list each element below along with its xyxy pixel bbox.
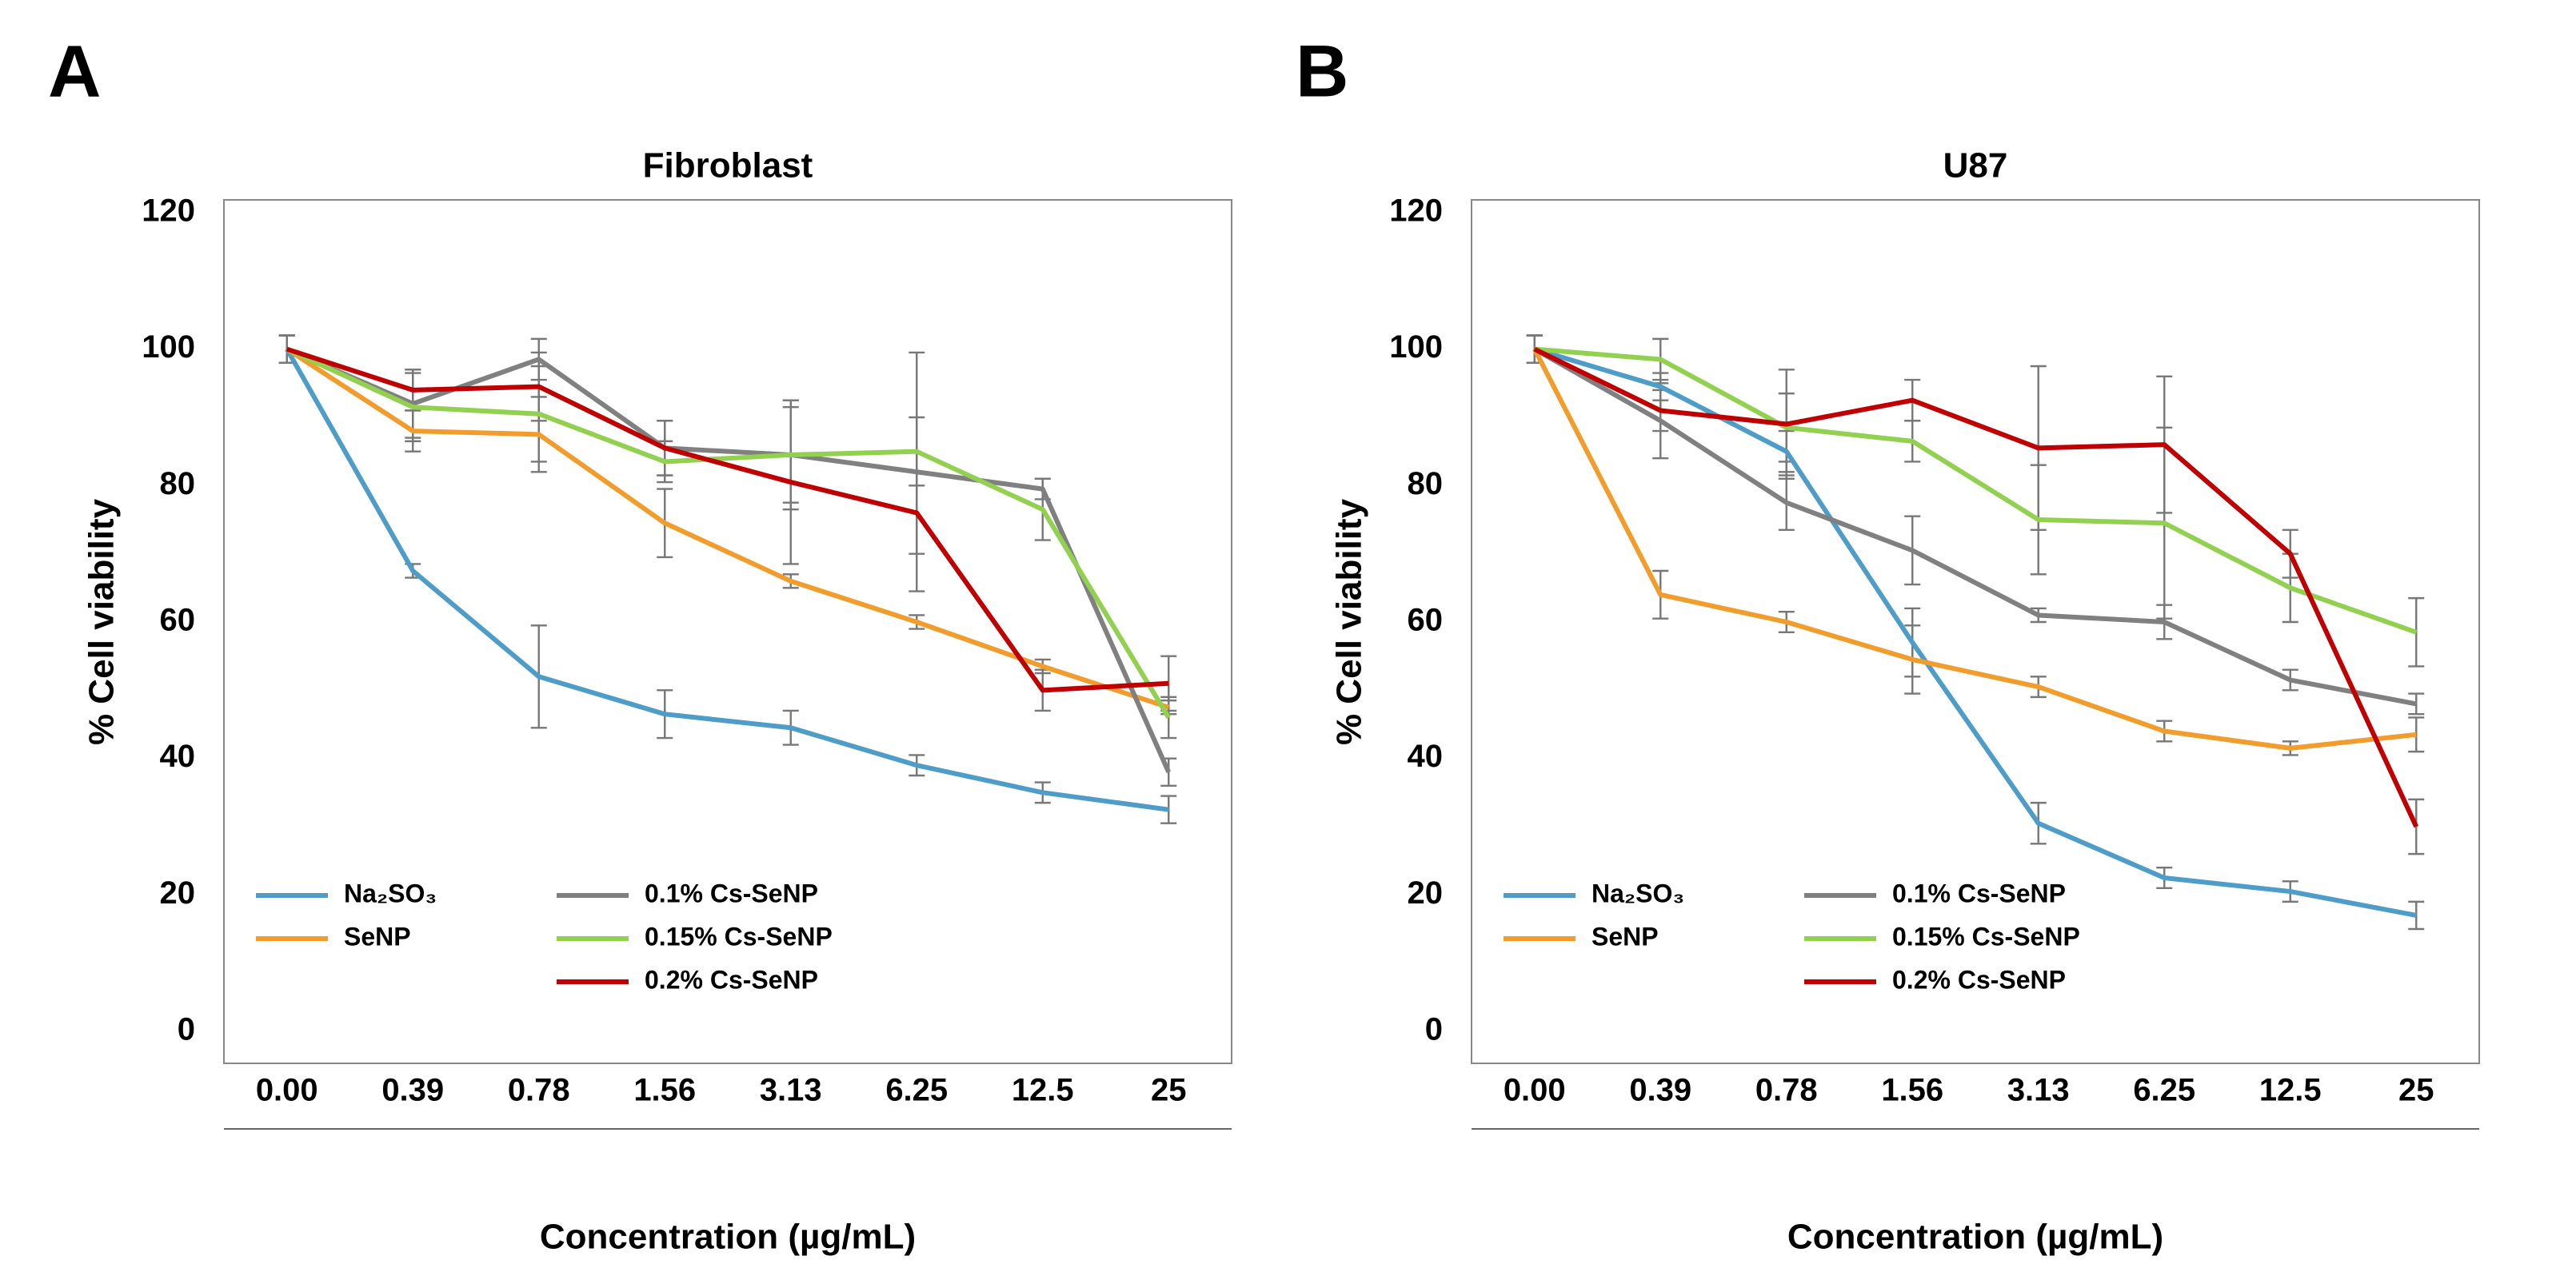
x-tick-label: 6.25 (885, 1073, 948, 1108)
legend-label: Na₂SO₃ (1592, 879, 1684, 907)
legend-label: SeNP (1592, 922, 1659, 951)
y-tick-label: 100 (1389, 329, 1443, 365)
y-tick-label: 0 (178, 1012, 195, 1047)
x-tick-label: 0.78 (1755, 1073, 1818, 1108)
series-line (1533, 346, 2417, 918)
panel-label: A (48, 30, 101, 112)
y-tick-label: 20 (160, 875, 196, 911)
x-tick-label: 25 (1151, 1073, 1187, 1108)
error-bar (2408, 596, 2425, 668)
panel-label: B (1296, 30, 1348, 112)
plot-frame (223, 199, 1232, 1064)
series-line (1532, 348, 2417, 751)
y-tick-label: 40 (160, 739, 196, 774)
error-bar (1160, 795, 1177, 824)
y-tick-label: 80 (1408, 466, 1444, 501)
x-tick-label: 12.5 (1012, 1073, 1074, 1108)
y-tick-label: 40 (1408, 739, 1444, 774)
error-bar (2408, 900, 2425, 931)
x-tick-label: 0.39 (1629, 1073, 1691, 1108)
error-bar (2408, 692, 2425, 716)
series-line (1534, 346, 2418, 635)
chart-title: U87 (1943, 146, 2008, 185)
y-tick-label: 20 (1408, 875, 1444, 911)
legend-label: 0.1% Cs-SeNP (645, 879, 818, 907)
x-tick-label: 1.56 (1881, 1073, 1943, 1108)
y-axis-title: % Cell viability (1330, 498, 1369, 745)
y-tick-label: 80 (160, 466, 196, 501)
x-tick-label: 0.78 (508, 1073, 570, 1108)
x-tick-label: 3.13 (2007, 1073, 2070, 1108)
error-bar (2408, 798, 2425, 855)
legend-label: 0.15% Cs-SeNP (645, 922, 833, 951)
x-tick-label: 0.00 (1504, 1073, 1566, 1108)
x-tick-label: 3.13 (760, 1073, 822, 1108)
legend-label: Na₂SO₃ (344, 879, 437, 907)
y-tick-label: 60 (160, 603, 196, 638)
y-axis-title: % Cell viability (82, 498, 122, 745)
x-tick-label: 6.25 (2133, 1073, 2195, 1108)
legend-label: 0.15% Cs-SeNP (1892, 922, 2080, 951)
x-tick-label: 0.39 (381, 1073, 444, 1108)
legend-label: 0.1% Cs-SeNP (1892, 879, 2066, 907)
legend-label: 0.2% Cs-SeNP (1892, 965, 2066, 994)
series-line (1533, 347, 2417, 707)
plot-frame (1471, 199, 2480, 1064)
series-line (286, 346, 1171, 773)
y-tick-label: 120 (1389, 193, 1443, 229)
y-tick-label: 120 (142, 193, 195, 229)
y-tick-label: 0 (1425, 1012, 1443, 1047)
series-line (286, 346, 1171, 720)
chart-title: Fibroblast (643, 146, 813, 185)
x-tick-label: 12.5 (2259, 1073, 2322, 1108)
x-tick-label: 25 (2398, 1073, 2434, 1108)
series-line (286, 346, 1169, 693)
legend-label: SeNP (344, 922, 411, 951)
series-line (1533, 346, 2418, 828)
x-axis-title: Concentration (µg/mL) (1787, 1218, 2163, 1257)
series-line (285, 348, 1169, 812)
y-tick-label: 60 (1408, 603, 1444, 638)
y-tick-label: 100 (142, 329, 195, 365)
error-bar (2408, 716, 2425, 753)
x-tick-label: 1.56 (633, 1073, 696, 1108)
legend-label: 0.2% Cs-SeNP (645, 965, 818, 994)
x-axis-title: Concentration (µg/mL) (540, 1218, 916, 1257)
x-tick-label: 0.00 (256, 1073, 318, 1108)
